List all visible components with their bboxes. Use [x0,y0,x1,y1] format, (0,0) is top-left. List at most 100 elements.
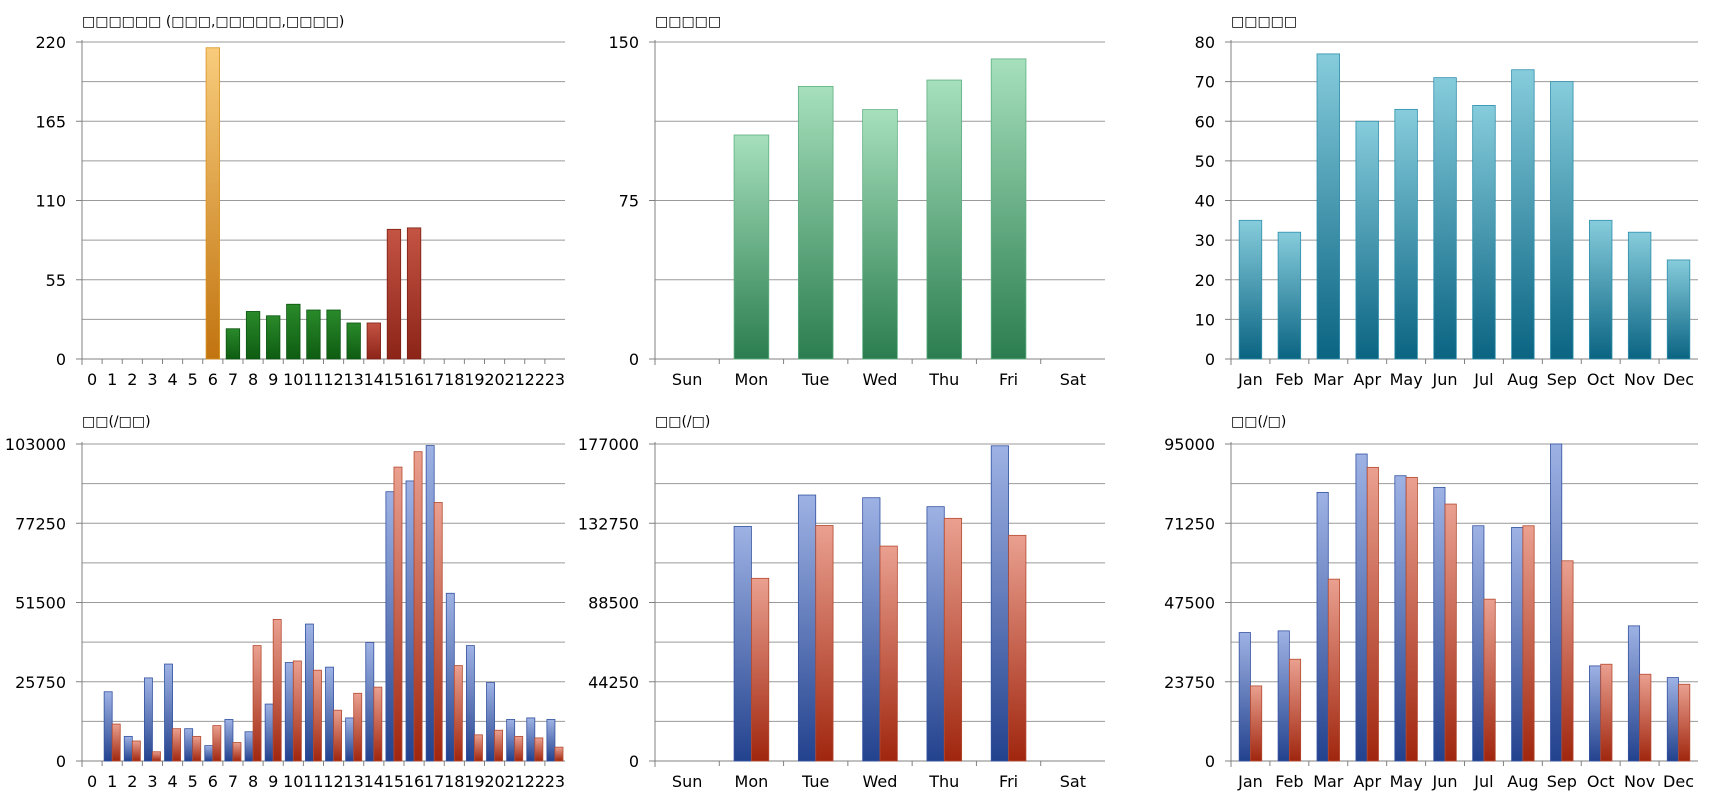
y-tick-label: 220 [35,33,66,52]
bar-series2 [1288,658,1302,762]
x-tick-label: Sun [672,772,702,791]
x-tick-label: 17 [424,370,444,389]
bar-series2 [943,517,963,762]
bar [326,309,341,360]
y-tick-label: 132750 [578,514,639,533]
x-tick-label: 20 [484,772,504,791]
bar-series1 [445,592,455,762]
bar [733,134,770,360]
x-tick-label: Thu [928,772,959,791]
x-tick-label: Apr [1353,370,1381,389]
bar-series2 [1366,466,1379,762]
bar-series2 [111,723,121,762]
bar-series1 [1511,527,1524,762]
bar-series1 [365,642,375,762]
bar-series1 [244,731,254,762]
x-tick-label: Wed [863,772,898,791]
y-tick-label: 0 [56,350,66,369]
bar [1277,231,1302,360]
chart-title: □□□□□ [1231,14,1297,30]
x-tick-label: Jan [1237,772,1263,791]
y-tick-label: 0 [1205,350,1215,369]
x-tick-label: Fri [999,772,1018,791]
bar [225,328,241,360]
bar-series1 [1238,632,1251,762]
bar-series2 [453,665,463,762]
y-tick-label: 47500 [1164,594,1215,613]
x-tick-label: Tue [801,772,829,791]
bar-series1 [184,728,194,762]
y-tick-label: 0 [629,350,639,369]
x-tick-label: Sep [1547,772,1577,791]
x-tick-label: Aug [1507,370,1538,389]
bar-series1 [1666,677,1679,762]
bar-series2 [272,619,282,762]
bar-series1 [1277,630,1290,762]
y-tick-label: 50 [1195,152,1215,171]
x-tick-label: Sat [1060,772,1086,791]
x-tick-label: Nov [1624,370,1655,389]
bar-series1 [425,445,435,762]
x-tick-label: 8 [248,772,258,791]
y-tick-label: 0 [56,752,66,771]
bar-series2 [212,725,222,762]
x-tick-label: 21 [505,772,525,791]
x-tick-label: Mar [1313,370,1344,389]
y-tick-label: 51500 [15,594,66,613]
x-tick-label: 20 [484,370,504,389]
bar-series1 [1355,453,1368,762]
bar-series2 [232,742,242,762]
x-tick-label: Oct [1587,772,1615,791]
bar-series2 [1483,598,1496,762]
x-tick-label: 22 [525,772,545,791]
bar-series2 [1639,673,1652,762]
bar-series2 [152,751,161,762]
bar-series1 [465,645,475,762]
bar [1589,219,1613,360]
x-tick-label: 12 [323,370,343,389]
x-tick-label: 10 [283,370,303,389]
bar-series2 [1444,503,1457,762]
x-tick-label: 9 [268,772,278,791]
y-tick-label: 55 [46,271,66,290]
x-tick-label: Sat [1060,370,1086,389]
x-tick-label: Thu [928,370,959,389]
monthly-count-chart: □□□□□ 0 10 20 30 40 50 60 70 80 Jan Feb Mar Apr May Jun… [1195,14,1698,389]
bar-series2 [494,729,504,762]
x-tick-label: 15 [384,772,404,791]
y-tick-label: 77250 [15,514,66,533]
bar [1550,81,1574,360]
y-tick-label: 165 [35,112,66,131]
x-tick-label: Feb [1275,772,1303,791]
x-tick-label: 3 [147,370,157,389]
y-tick-label: 177000 [578,435,639,454]
bar-series1 [526,717,536,762]
y-tick-label: 150 [608,33,639,52]
bar [346,322,361,360]
y-tick-label: 0 [629,752,639,771]
y-tick-label: 88500 [588,594,639,613]
bar [1394,108,1418,360]
y-tick-label: 103000 [5,435,66,454]
bar-series2 [1561,560,1574,762]
bar-series2 [131,740,141,762]
bar [386,228,402,360]
bar [990,58,1027,360]
y-tick-label: 60 [1195,112,1215,131]
bar [1666,259,1691,360]
x-tick-label: 17 [424,772,444,791]
chart-title: □□(/□) [1231,414,1286,430]
bar-series1 [345,717,355,762]
x-tick-label: 13 [344,370,364,389]
x-tick-label: Jun [1432,772,1458,791]
bar [266,315,281,360]
x-tick-label: Mar [1313,772,1344,791]
bar-series1 [1589,665,1602,762]
bar-series2 [353,692,363,762]
y-tick-label: 25750 [15,673,66,692]
x-tick-label: Oct [1587,370,1615,389]
bar-series2 [534,737,544,762]
bar-series1 [1316,491,1329,762]
y-tick-label: 110 [35,192,66,211]
bar [1433,77,1457,360]
